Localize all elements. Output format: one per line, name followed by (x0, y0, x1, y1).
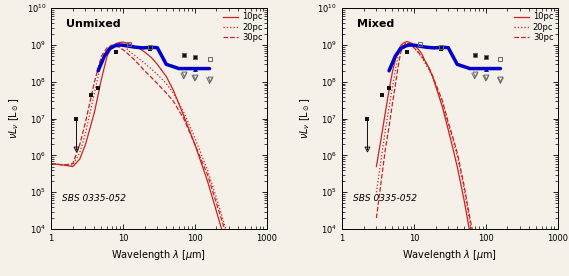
X-axis label: Wavelength $\lambda$ [$\mu$m]: Wavelength $\lambda$ [$\mu$m] (402, 248, 497, 262)
Text: SBS 0335-052: SBS 0335-052 (62, 193, 126, 203)
Text: Mixed: Mixed (357, 19, 394, 29)
Text: SBS 0335-052: SBS 0335-052 (353, 193, 417, 203)
Y-axis label: $\nu L_\nu$ [L$_\odot$]: $\nu L_\nu$ [L$_\odot$] (298, 98, 312, 139)
Legend: 10pc, 20pc, 30pc: 10pc, 20pc, 30pc (221, 11, 264, 44)
X-axis label: Wavelength $\lambda$ [$\mu$m]: Wavelength $\lambda$ [$\mu$m] (112, 248, 207, 262)
Legend: 10pc, 20pc, 30pc: 10pc, 20pc, 30pc (512, 11, 555, 44)
Y-axis label: $\nu L_\nu$ [L$_\odot$]: $\nu L_\nu$ [L$_\odot$] (7, 98, 21, 139)
Text: Unmixed: Unmixed (67, 19, 121, 29)
